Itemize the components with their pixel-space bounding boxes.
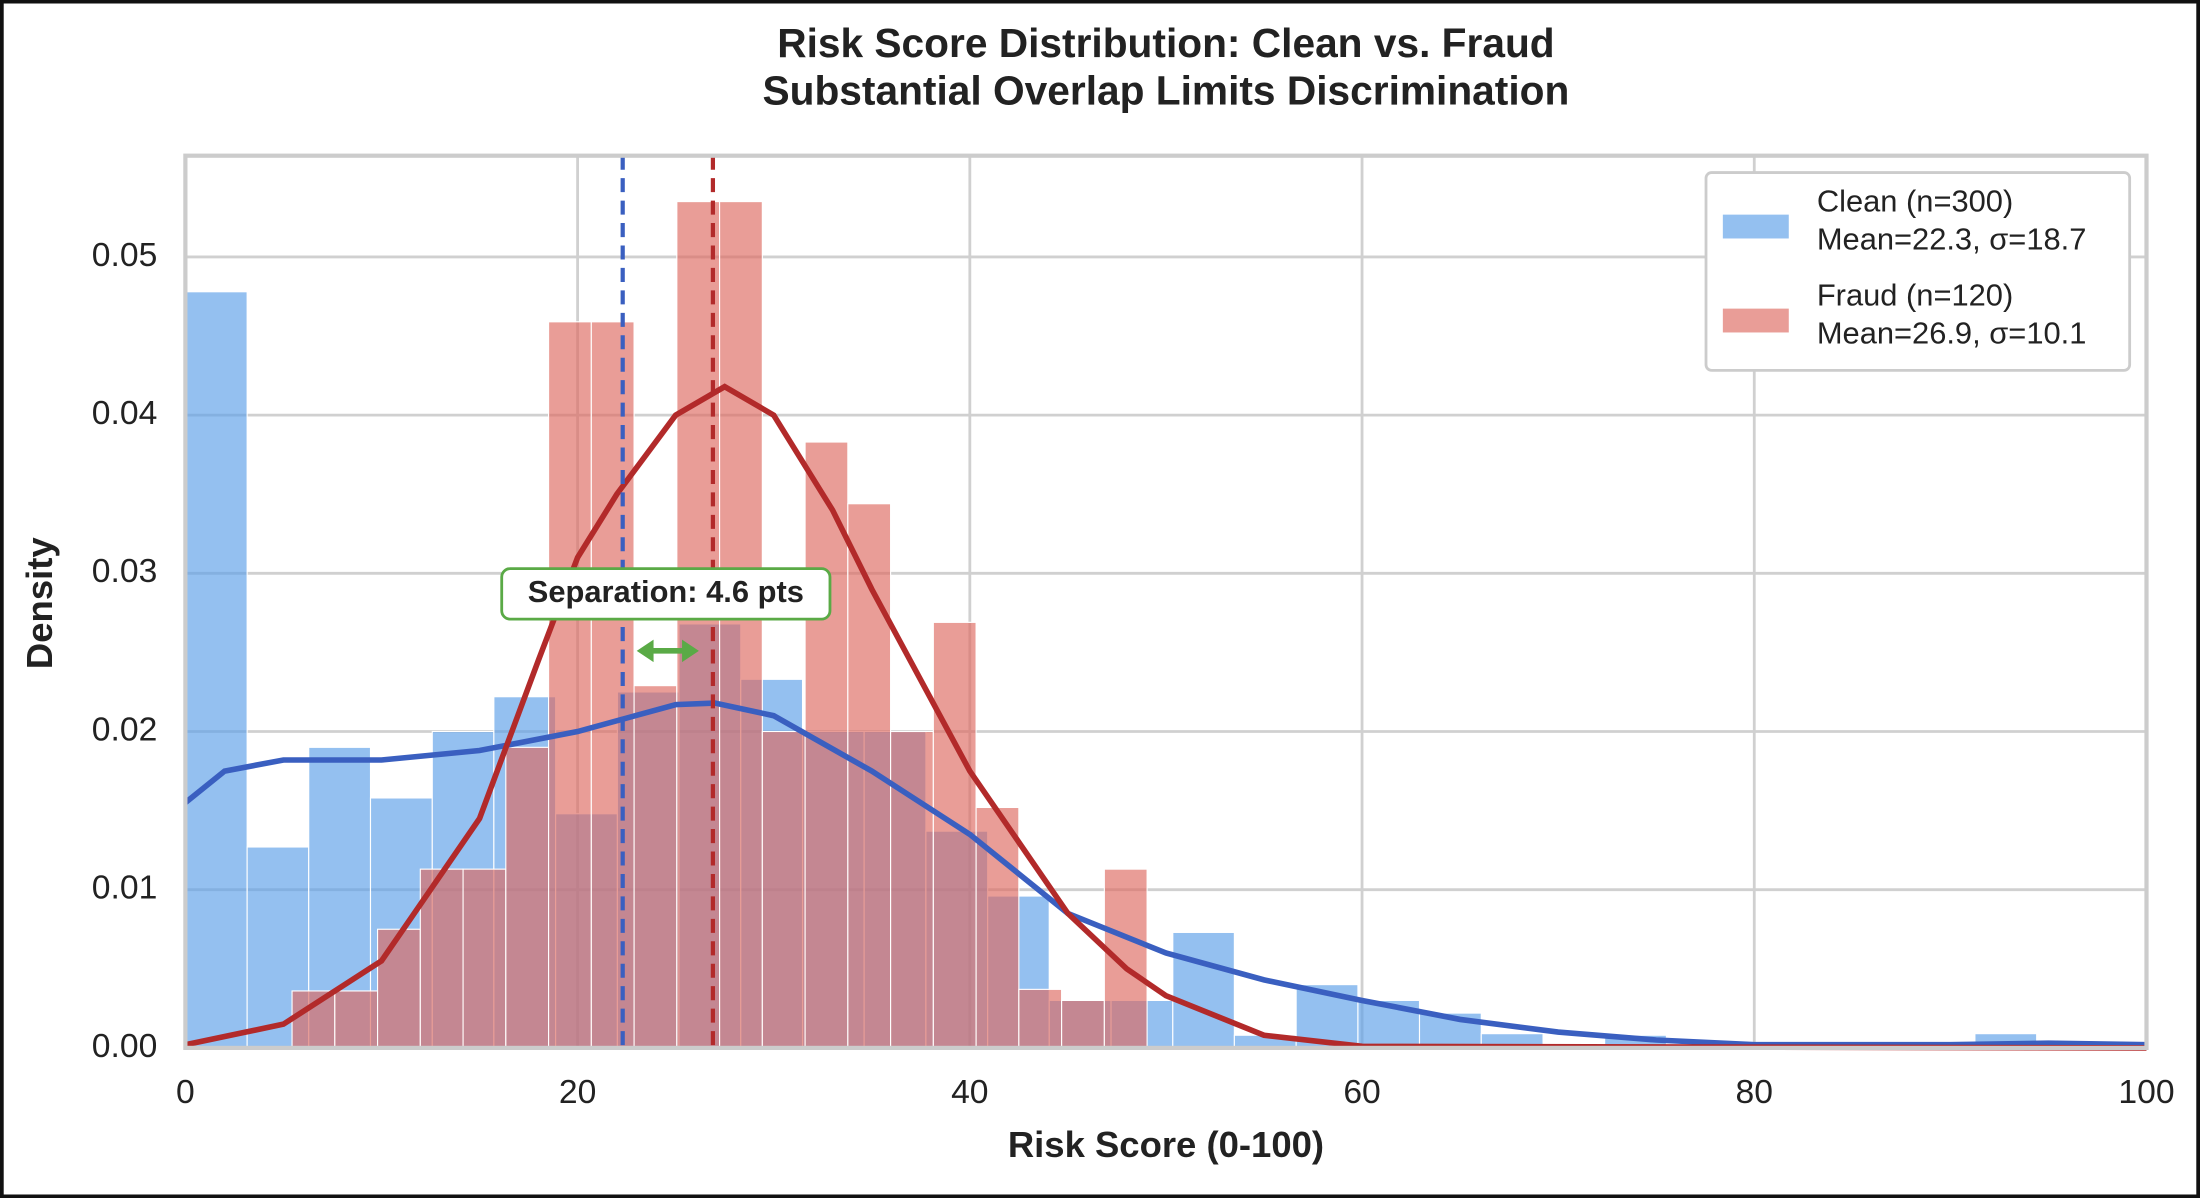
legend-stats: Mean=26.9, σ=10.1 (1817, 315, 2087, 350)
histogram-bar (334, 990, 379, 1049)
plot-border (183, 153, 2149, 1051)
annotation-box (500, 567, 832, 621)
histogram-bar (761, 730, 806, 1049)
y-tick-label: 0.01 (92, 870, 158, 907)
chart-subtitle: Substantial Overlap Limits Discriminatio… (763, 68, 1570, 114)
histogram-bar (590, 321, 635, 1049)
y-tick-label: 0.04 (92, 395, 158, 432)
arrow-head (636, 639, 699, 663)
x-tick-label: 80 (1736, 1074, 1773, 1111)
histogram-bar (719, 201, 763, 1049)
histogram-bar (548, 321, 592, 1049)
y-axis-label: Density (19, 537, 60, 669)
histogram-bar (505, 746, 550, 1049)
y-tick-label: 0.03 (92, 553, 158, 590)
x-tick-label: 60 (1343, 1074, 1380, 1111)
histogram-bar (633, 685, 678, 1049)
x-axis-label: Risk Score (0-100) (1008, 1124, 1324, 1165)
histogram-bar (1061, 999, 1105, 1049)
y-tick-label: 0.02 (92, 711, 158, 748)
legend-swatch (1722, 308, 1789, 333)
histogram-bar (184, 291, 248, 1049)
histogram-bar (1103, 868, 1148, 1049)
histogram-bar (291, 990, 336, 1049)
chart-title: Risk Score Distribution: Clean vs. Fraud (777, 20, 1554, 66)
y-tick-label: 0.05 (92, 237, 158, 274)
x-tick-label: 40 (951, 1074, 988, 1111)
annotation-text: Separation: 4.6 pts (528, 574, 804, 609)
legend-box (1704, 171, 2132, 372)
legend-label: Clean (n=300) (1817, 184, 2013, 219)
legend-stats: Mean=22.3, σ=18.7 (1817, 221, 2087, 256)
histogram-bar (890, 730, 934, 1049)
histogram-bar (462, 868, 507, 1049)
x-tick-label: 20 (559, 1074, 596, 1111)
histogram-bar (1018, 988, 1063, 1049)
x-tick-label: 100 (2118, 1074, 2174, 1111)
histogram-bar (376, 928, 421, 1049)
histogram-bar (1172, 931, 1235, 1049)
kde-line (183, 700, 2147, 1048)
legend-swatch (1722, 214, 1789, 239)
kde-line (184, 383, 2147, 1051)
legend-label: Fraud (n=120) (1817, 278, 2013, 313)
x-tick-label: 0 (176, 1074, 195, 1111)
y-tick-label: 0.00 (92, 1028, 158, 1065)
